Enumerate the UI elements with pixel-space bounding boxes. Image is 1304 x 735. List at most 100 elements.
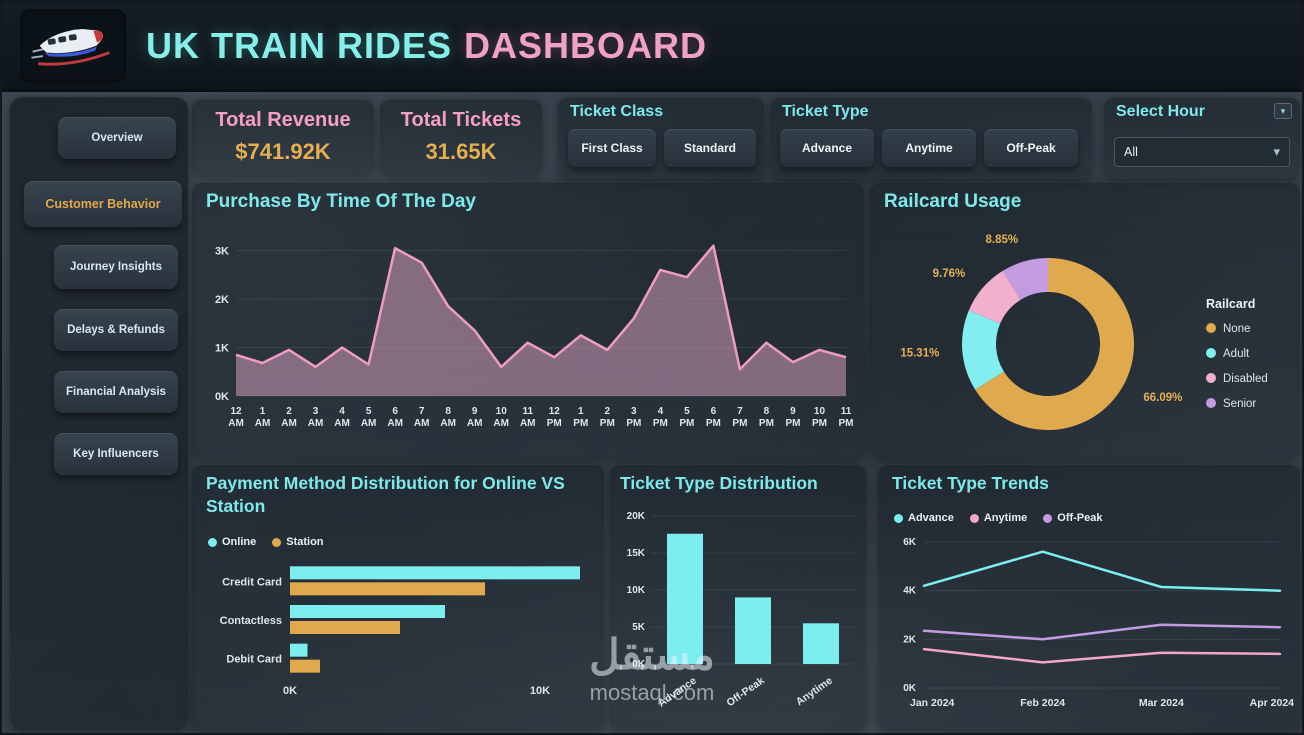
slicer-title: Select Hour xyxy=(1116,103,1205,120)
svg-text:3K: 3K xyxy=(215,246,229,258)
sidebar: Overview Customer Behavior Journey Insig… xyxy=(10,97,188,730)
kpi-value: $741.92K xyxy=(235,139,331,164)
title-accent: DASHBOARD xyxy=(464,24,708,66)
sidebar-item-financial-analysis[interactable]: Financial Analysis xyxy=(54,371,178,413)
select-hour-dropdown[interactable]: All ▾ xyxy=(1114,137,1290,167)
svg-text:5K: 5K xyxy=(632,622,646,633)
svg-text:Disabled: Disabled xyxy=(1223,373,1268,385)
select-hour-slicer: Select Hour ▾ All ▾ xyxy=(1104,97,1300,179)
kpi-label: Total Tickets xyxy=(400,109,522,131)
svg-text:Jan 2024: Jan 2024 xyxy=(910,697,955,709)
svg-text:7AM: 7 AM xyxy=(414,406,430,429)
svg-text:2PM: 2 PM xyxy=(600,406,615,429)
sidebar-item-key-influencers[interactable]: Key Influencers xyxy=(54,433,178,475)
kpi-total-tickets: Total Tickets 31.65K xyxy=(380,99,542,175)
app-logo xyxy=(20,8,126,83)
payment-bar-chart[interactable]: Credit Card Contactless Debit Card 0K 10K xyxy=(198,556,598,706)
svg-text:2K: 2K xyxy=(903,634,917,645)
payment-method-panel: Payment Method Distribution for Online V… xyxy=(192,464,604,730)
svg-text:4K: 4K xyxy=(903,586,917,597)
train-logo-icon xyxy=(31,28,110,66)
ticket-class-standard-button[interactable]: Standard xyxy=(664,129,756,167)
svg-text:Feb 2024: Feb 2024 xyxy=(1020,697,1065,709)
svg-text:6K: 6K xyxy=(903,537,917,548)
svg-text:0K: 0K xyxy=(283,685,297,697)
railcard-donut-chart[interactable]: 66.09% 15.31% 9.76% 8.85% Railcard None Adult D… xyxy=(870,212,1300,456)
svg-text:20K: 20K xyxy=(627,511,646,522)
sidebar-item-journey-insights[interactable]: Journey Insights xyxy=(54,245,178,289)
ticket-type-off-peak-button[interactable]: Off-Peak xyxy=(984,129,1078,167)
chevron-down-icon: ▾ xyxy=(1273,144,1280,159)
svg-text:15K: 15K xyxy=(627,548,646,559)
svg-text:2K: 2K xyxy=(215,294,229,306)
chart-title: Ticket Type Distribution xyxy=(620,473,818,493)
svg-text:None: None xyxy=(1223,323,1251,335)
kpi-total-revenue: Total Revenue $741.92K xyxy=(192,99,374,175)
svg-text:Railcard: Railcard xyxy=(1206,297,1255,311)
ticket-type-anytime-button[interactable]: Anytime xyxy=(882,129,976,167)
legend-dot-icon xyxy=(272,537,282,547)
ticket-type-advance-button[interactable]: Advance xyxy=(780,129,874,167)
svg-text:5PM: 5 PM xyxy=(679,406,694,429)
svg-text:Credit Card: Credit Card xyxy=(222,576,282,588)
svg-text:1K: 1K xyxy=(215,343,229,355)
svg-text:66.09%: 66.09% xyxy=(1143,392,1182,404)
ticket-class-first-class-button[interactable]: First Class xyxy=(568,129,656,167)
railcard-usage-panel: Railcard Usage 66.09% 15.31% 9.76% 8.85% Rai… xyxy=(870,182,1300,458)
svg-text:2AM: 2 AM xyxy=(281,406,297,429)
svg-text:10K: 10K xyxy=(530,685,550,697)
svg-text:3AM: 3 AM xyxy=(308,406,324,429)
ticket-type-distribution-panel: Ticket Type Distribution 0K 5K 10K 15K 20K Ad… xyxy=(610,464,866,730)
svg-text:3PM: 3 PM xyxy=(626,406,641,429)
svg-text:9AM: 9 AM xyxy=(467,406,483,429)
chart-title: Purchase By Time Of The Day xyxy=(206,191,476,212)
svg-text:6PM: 6 PM xyxy=(706,406,721,429)
purchase-area-chart[interactable]: 0K 1K 2K 3K 12 AM 1 AM 2 AM 3 AM 4 AM 5 AM 6 AM 7 AM 8 AM 9 AM 1… xyxy=(198,224,858,454)
svg-text:10K: 10K xyxy=(627,585,646,596)
slicer-title: Ticket Type xyxy=(782,103,869,120)
svg-text:1PM: 1 PM xyxy=(573,406,588,429)
svg-text:Mar 2024: Mar 2024 xyxy=(1139,697,1184,709)
svg-text:9PM: 9 PM xyxy=(785,406,800,429)
legend-item-advance: Advance xyxy=(894,512,954,524)
ticket-type-line-chart[interactable]: 0K 2K 4K 6K Jan 2024 Feb 2024 Mar 2024 Apr 2024 xyxy=(880,530,1298,728)
sidebar-item-delays-refunds[interactable]: Delays & Refunds xyxy=(54,309,178,351)
sidebar-item-customer-behavior[interactable]: Customer Behavior xyxy=(24,181,182,227)
legend-dot-icon xyxy=(894,513,903,523)
svg-text:0K: 0K xyxy=(632,659,646,670)
svg-text:8PM: 8 PM xyxy=(759,406,774,429)
ticket-type-bar-chart[interactable]: 0K 5K 10K 15K 20K Advance Off-Peak Anytime xyxy=(613,506,863,728)
svg-text:0K: 0K xyxy=(903,683,917,694)
chart-title: Ticket Type Trends xyxy=(892,473,1049,493)
dropdown-slicer-icon[interactable]: ▾ xyxy=(1274,103,1292,119)
payment-legend: Online Station xyxy=(208,536,324,548)
svg-text:8AM: 8 AM xyxy=(440,406,456,429)
purchase-by-time-panel: Purchase By Time Of The Day 0K 1K 2K 3K 12 AM… xyxy=(192,182,864,458)
svg-text:Advance: Advance xyxy=(656,675,699,710)
svg-text:4PM: 4 PM xyxy=(653,406,668,429)
header: UK TRAIN RIDES DASHBOARD xyxy=(2,2,1302,92)
svg-text:Contactless: Contactless xyxy=(220,615,282,627)
svg-text:Apr 2024: Apr 2024 xyxy=(1250,697,1295,709)
ticket-type-trends-panel: Ticket Type Trends Advance Anytime Off-Pea… xyxy=(878,464,1300,730)
chevron-down-icon: ▾ xyxy=(1280,105,1286,116)
legend-item-off-peak: Off-Peak xyxy=(1043,512,1103,524)
svg-text:6AM: 6 AM xyxy=(387,406,403,429)
svg-text:8.85%: 8.85% xyxy=(986,234,1019,246)
legend-dot-icon xyxy=(1043,513,1053,523)
legend-item-online: Online xyxy=(208,536,256,548)
svg-text:Adult: Adult xyxy=(1223,348,1250,360)
legend-item-station: Station xyxy=(272,536,324,548)
svg-text:0K: 0K xyxy=(215,391,229,403)
svg-text:Debit Card: Debit Card xyxy=(226,654,282,666)
legend-dot-icon xyxy=(208,537,217,547)
chart-title: Payment Method Distribution for Online V… xyxy=(206,473,565,516)
ticket-class-slicer: Ticket Class First Class Standard xyxy=(558,97,764,179)
sidebar-item-overview[interactable]: Overview xyxy=(58,117,176,159)
kpi-label: Total Revenue xyxy=(215,109,351,131)
